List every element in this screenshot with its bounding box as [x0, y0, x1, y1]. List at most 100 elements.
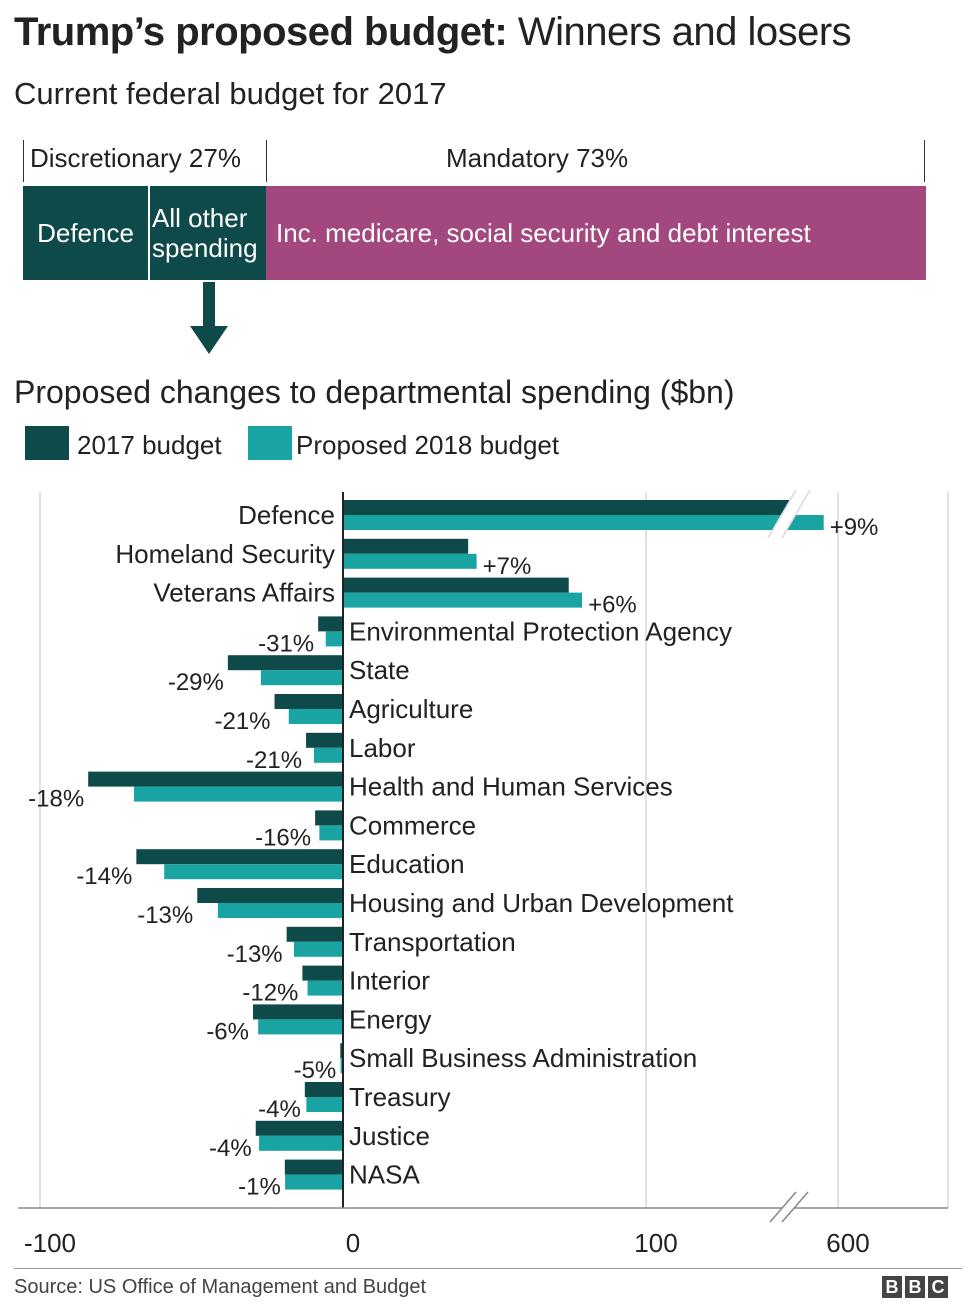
department-label: Veterans Affairs — [153, 578, 335, 608]
department-label: Homeland Security — [115, 539, 335, 569]
title-rest: Winners and losers — [517, 10, 852, 54]
bar-2017 — [343, 500, 795, 515]
bar-2017 — [136, 849, 343, 865]
bar-2018 — [306, 1097, 343, 1112]
source-note: Source: US Office of Management and Budg… — [14, 1276, 427, 1298]
x-axis-break-gap — [770, 1192, 808, 1222]
legend-label-2017: 2017 budget — [77, 430, 222, 460]
department-label: Treasury — [349, 1082, 451, 1112]
bar-2018 — [325, 631, 343, 647]
department-label: Commerce — [349, 810, 476, 840]
bar-2017 — [284, 1159, 343, 1175]
bar-2018 — [293, 941, 343, 957]
change-label: +9% — [830, 514, 879, 541]
bar-2018 — [343, 592, 583, 608]
bar-2017 — [302, 965, 343, 981]
split-tick-left — [23, 140, 24, 182]
defence-segment-label: Defence — [37, 217, 134, 248]
department-label: Defence — [238, 500, 335, 530]
legend-label-2018: Proposed 2018 budget — [296, 430, 560, 460]
department-label: State — [349, 655, 410, 685]
bar-2018 — [340, 1058, 343, 1074]
bar-2018 — [259, 1135, 343, 1151]
change-label: -6% — [206, 1018, 249, 1045]
department-label: Transportation — [349, 927, 516, 957]
down-arrow-icon — [190, 282, 228, 354]
other-spending-line1: All other — [152, 203, 248, 233]
change-label: -4% — [209, 1135, 252, 1162]
chart-title: Trump’s proposed budget: Winners and los… — [14, 10, 852, 55]
department-bar-chart: Defence +9% Homeland Security +7% Veterans A… — [18, 489, 949, 1258]
footer-rule — [14, 1268, 962, 1269]
department-label: Labor — [349, 733, 416, 763]
bar-2017 — [255, 1120, 343, 1136]
department-label: NASA — [349, 1160, 420, 1190]
bar-2017 — [253, 1004, 343, 1020]
bar-2017 — [88, 771, 343, 787]
x-axis-break-mark — [769, 1191, 797, 1223]
bar-2018 — [260, 670, 343, 686]
bar-2017 — [227, 655, 343, 671]
bar-2018 — [343, 515, 824, 530]
bar-2018 — [307, 980, 343, 996]
department-label: Justice — [349, 1121, 430, 1151]
department-label: Education — [349, 849, 465, 879]
axis-break-gap — [768, 490, 810, 538]
legend-swatch-2017 — [25, 426, 69, 460]
chart-subtitle: Current federal budget for 2017 — [14, 76, 447, 111]
other-spending-segment: All other spending — [150, 186, 266, 280]
axis-break-mark — [767, 489, 797, 539]
x-tick-label: 0 — [346, 1228, 360, 1258]
department-label: Environmental Protection Agency — [349, 616, 732, 646]
change-label: -1% — [238, 1174, 281, 1201]
mandatory-segment-label: Inc. medicare, social security and debt … — [276, 217, 811, 248]
bbc-logo-letter-1: B — [882, 1276, 902, 1298]
bar-2018 — [164, 864, 343, 880]
bar-2017 — [318, 616, 343, 632]
x-tick-label: 100 — [634, 1228, 677, 1258]
bbc-logo: B B C — [882, 1276, 948, 1298]
segment-divider — [148, 186, 150, 280]
bar-2017 — [197, 888, 343, 903]
department-label: Small Business Administration — [349, 1043, 697, 1073]
change-label: +6% — [588, 592, 637, 619]
legend-swatch-2018 — [248, 426, 292, 460]
mandatory-label: Mandatory 73% — [446, 143, 629, 173]
bar-2017 — [274, 694, 343, 709]
change-label: -18% — [28, 786, 84, 813]
bar-2017 — [304, 1082, 343, 1097]
mandatory-segment: Inc. medicare, social security and debt … — [266, 186, 926, 280]
department-label: Housing and Urban Development — [349, 888, 734, 918]
department-label: Interior — [349, 966, 430, 996]
change-label: +7% — [483, 553, 532, 580]
other-spending-line2: spending — [152, 233, 258, 263]
bar-2018 — [319, 825, 343, 841]
bar-2018 — [133, 786, 343, 802]
department-label: Health and Human Services — [349, 772, 673, 802]
axis-break-mark — [781, 489, 811, 539]
bar-2018 — [313, 747, 343, 763]
bbc-logo-letter-3: C — [928, 1276, 948, 1298]
x-axis-break-mark — [781, 1191, 809, 1223]
title-bold: Trump’s proposed budget: — [14, 10, 508, 54]
change-label: -21% — [214, 708, 270, 735]
bar-2018 — [258, 1019, 343, 1035]
bar-2018 — [343, 553, 477, 569]
x-tick-label: -100 — [24, 1228, 76, 1258]
split-tick-right — [924, 140, 925, 182]
bar-2017 — [315, 810, 343, 826]
change-label: -21% — [246, 747, 302, 774]
department-label: Agriculture — [349, 694, 473, 724]
change-label: -14% — [76, 863, 132, 890]
department-label: Energy — [349, 1004, 431, 1034]
change-label: -13% — [137, 902, 193, 929]
change-label: -16% — [255, 824, 311, 851]
change-label: -4% — [258, 1096, 301, 1123]
bar-2018 — [285, 1174, 343, 1190]
bbc-logo-letter-2: B — [905, 1276, 925, 1298]
split-tick-middle — [266, 140, 267, 182]
defence-segment: Defence — [23, 186, 148, 280]
change-label: -12% — [242, 980, 298, 1007]
section-title: Proposed changes to departmental spendin… — [14, 374, 735, 410]
change-label: -13% — [227, 941, 283, 968]
